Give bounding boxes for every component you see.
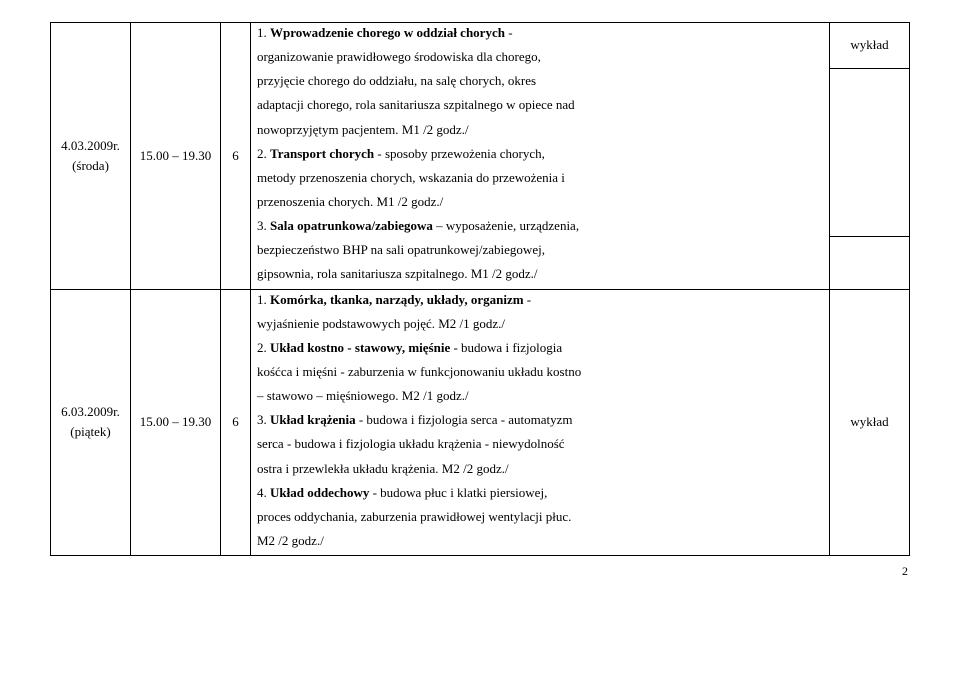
content-line: ostra i przewlekła układu krążenia. M2 /… <box>257 459 823 479</box>
time-text: 15.00 – 19.30 <box>140 148 212 163</box>
type-text: wykład <box>850 414 888 429</box>
content-line: 2. Transport chorych - sposoby przewożen… <box>257 144 823 164</box>
table-row: 4.03.2009r. (środa) 15.00 – 19.30 6 1. W… <box>51 23 910 69</box>
content-line: przenoszenia chorych. M1 /2 godz./ <box>257 192 823 212</box>
schedule-table: 4.03.2009r. (środa) 15.00 – 19.30 6 1. W… <box>50 22 910 556</box>
time-cell: 15.00 – 19.30 <box>131 23 221 290</box>
content-line: bezpieczeństwo BHP na sali opatrunkowej/… <box>257 240 823 260</box>
type-cell: wykład <box>830 289 910 556</box>
content-line: 4. Układ oddechowy - budowa płuc i klatk… <box>257 483 823 503</box>
content-line: – stawowo – mięśniowego. M2 /1 godz./ <box>257 386 823 406</box>
day-text: (środa) <box>72 158 109 173</box>
content-line: 1. Komórka, tkanka, narządy, układy, org… <box>257 290 823 310</box>
time-text: 15.00 – 19.30 <box>140 414 212 429</box>
content-line: organizowanie prawidłowego środowiska dl… <box>257 47 823 67</box>
date-text: 4.03.2009r. <box>61 138 120 153</box>
hours-cell: 6 <box>221 23 251 290</box>
content-line: kośćca i mięśni - zaburzenia w funkcjono… <box>257 362 823 382</box>
type-cell-mid <box>830 68 910 236</box>
date-cell: 4.03.2009r. (środa) <box>51 23 131 290</box>
content-line: 3. Układ krążenia - budowa i fizjologia … <box>257 410 823 430</box>
time-cell: 15.00 – 19.30 <box>131 289 221 556</box>
type-text: wykład <box>850 37 888 52</box>
content-line: wyjaśnienie podstawowych pojęć. M2 /1 go… <box>257 314 823 334</box>
content-line: 1. Wprowadzenie chorego w oddział choryc… <box>257 23 823 43</box>
content-cell: 1. Komórka, tkanka, narządy, układy, org… <box>251 289 830 556</box>
date-cell: 6.03.2009r. (piątek) <box>51 289 131 556</box>
page-number: 2 <box>50 556 910 581</box>
type-cell-top: wykład <box>830 23 910 69</box>
content-line: serca - budowa i fizjologia układu krąże… <box>257 434 823 454</box>
content-line: proces oddychania, zaburzenia prawidłowe… <box>257 507 823 527</box>
content-line: metody przenoszenia chorych, wskazania d… <box>257 168 823 188</box>
type-cell-bottom <box>830 237 910 289</box>
content-line: adaptacji chorego, rola sanitariusza szp… <box>257 95 823 115</box>
content-line: M2 /2 godz./ <box>257 531 823 551</box>
hours-text: 6 <box>232 148 239 163</box>
day-text: (piątek) <box>70 424 110 439</box>
content-line: 3. Sala opatrunkowa/zabiegowa – wyposaże… <box>257 216 823 236</box>
content-cell: 1. Wprowadzenie chorego w oddział choryc… <box>251 23 830 290</box>
date-text: 6.03.2009r. <box>61 404 120 419</box>
hours-cell: 6 <box>221 289 251 556</box>
table-row: 6.03.2009r. (piątek) 15.00 – 19.30 6 1. … <box>51 289 910 556</box>
content-line: przyjęcie chorego do oddziału, na salę c… <box>257 71 823 91</box>
hours-text: 6 <box>232 414 239 429</box>
content-line: 2. Układ kostno - stawowy, mięśnie - bud… <box>257 338 823 358</box>
page-container: 4.03.2009r. (środa) 15.00 – 19.30 6 1. W… <box>0 0 960 591</box>
content-line: gipsownia, rola sanitariusza szpitalnego… <box>257 264 823 284</box>
content-line: nowoprzyjętym pacjentem. M1 /2 godz./ <box>257 120 823 140</box>
